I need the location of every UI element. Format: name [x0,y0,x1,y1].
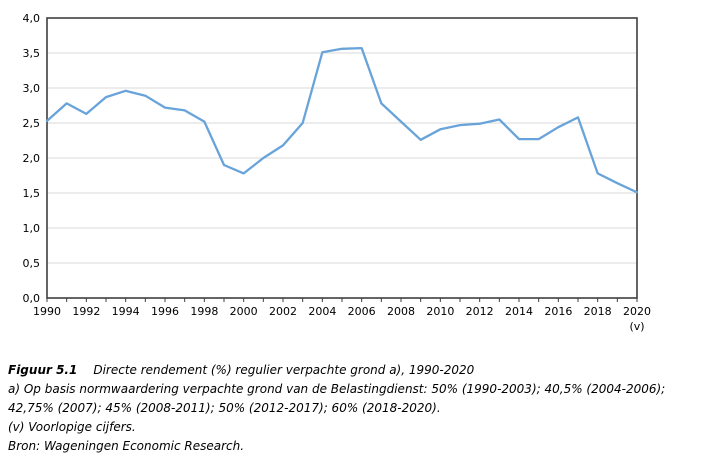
figure-caption: Figuur 5.1 Directe rendement (%) regulier… [8,361,694,456]
x-axis-label: 2010 [426,305,454,318]
x-axis-label: 1998 [190,305,218,318]
x-axis-label: 1996 [151,305,179,318]
x-axis-label: 1994 [112,305,140,318]
x-axis-provisional-label: (v) [629,320,644,333]
line-chart: 0,0 0,5 1,0 1,5 2,0 2,5 3,0 3,5 4,0 1990 1992 1994 1… [23,12,652,333]
source-line: Bron: Wageningen Economic Research. [8,439,245,453]
x-axis-label: 2018 [584,305,612,318]
y-axis-label: 2,0 [23,152,41,165]
x-axis-label: 2012 [466,305,494,318]
x-axis-label: 1992 [72,305,100,318]
x-axis-label: 2020 [623,305,651,318]
figure-label: Figuur 5.1 [8,363,78,377]
y-axis-label: 1,0 [23,222,41,235]
footnote-v: (v) Voorlopige cijfers. [8,420,136,434]
figure-title-line: Figuur 5.1 Directe rendement (%) regulier… [8,361,694,380]
y-axis-label: 0,5 [23,257,41,270]
data-line-direct-return [45,46,639,194]
x-axis-label: 2008 [387,305,415,318]
x-axis-label: 2006 [348,305,376,318]
x-axis-label: 1990 [33,305,61,318]
x-axis-label: 2016 [544,305,572,318]
x-axis-label: 2014 [505,305,533,318]
y-axis-label: 2,5 [23,117,41,130]
x-axis-label: 2002 [269,305,297,318]
footnote-a: a) Op basis normwaardering verpachte gro… [8,382,666,415]
y-axis-label: 4,0 [23,12,41,25]
y-axis-label: 3,0 [23,82,41,95]
figure-title: Directe rendement (%) regulier verpachte… [93,363,475,377]
y-axis-label: 3,5 [23,47,41,60]
x-axis-label: 2000 [230,305,258,318]
chart-area: 0,0 0,5 1,0 1,5 2,0 2,5 3,0 3,5 4,0 1990 1992 1994 1… [23,12,652,333]
x-axis-label: 2004 [308,305,336,318]
y-axis-label: 0,0 [23,292,41,305]
y-axis-label: 1,5 [23,187,41,200]
